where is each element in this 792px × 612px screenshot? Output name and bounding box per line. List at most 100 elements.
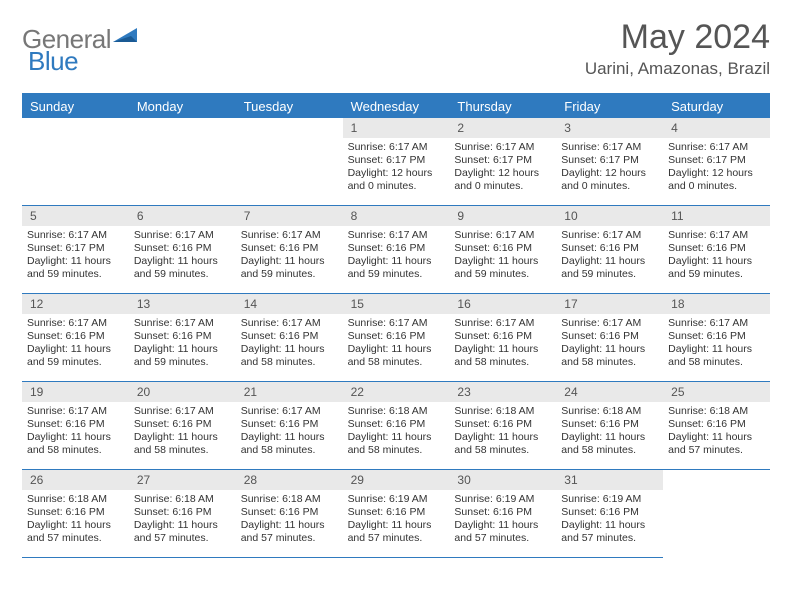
sunrise-line: Sunrise: 6:17 AM bbox=[561, 229, 658, 242]
calendar-cell-empty bbox=[236, 118, 343, 206]
sunset-line: Sunset: 6:16 PM bbox=[561, 418, 658, 431]
day-number: 9 bbox=[449, 206, 556, 226]
day-details: Sunrise: 6:17 AMSunset: 6:16 PMDaylight:… bbox=[236, 405, 343, 462]
daylight-line: Daylight: 11 hours and 57 minutes. bbox=[348, 519, 445, 545]
calendar-cell: 22Sunrise: 6:18 AMSunset: 6:16 PMDayligh… bbox=[343, 382, 450, 470]
calendar-cell: 7Sunrise: 6:17 AMSunset: 6:16 PMDaylight… bbox=[236, 206, 343, 294]
sunrise-line: Sunrise: 6:17 AM bbox=[241, 405, 338, 418]
daylight-line: Daylight: 12 hours and 0 minutes. bbox=[348, 167, 445, 193]
calendar-cell: 3Sunrise: 6:17 AMSunset: 6:17 PMDaylight… bbox=[556, 118, 663, 206]
calendar-cell: 15Sunrise: 6:17 AMSunset: 6:16 PMDayligh… bbox=[343, 294, 450, 382]
day-details: Sunrise: 6:17 AMSunset: 6:16 PMDaylight:… bbox=[663, 317, 770, 374]
sunset-line: Sunset: 6:16 PM bbox=[348, 330, 445, 343]
sunset-line: Sunset: 6:17 PM bbox=[668, 154, 765, 167]
day-number: 19 bbox=[22, 382, 129, 402]
calendar-cell: 4Sunrise: 6:17 AMSunset: 6:17 PMDaylight… bbox=[663, 118, 770, 206]
day-number: 27 bbox=[129, 470, 236, 490]
daylight-line: Daylight: 11 hours and 58 minutes. bbox=[668, 343, 765, 369]
daylight-line: Daylight: 11 hours and 59 minutes. bbox=[134, 343, 231, 369]
header: General May 2024 Uarini, Amazonas, Brazi… bbox=[22, 18, 770, 79]
sunset-line: Sunset: 6:16 PM bbox=[561, 242, 658, 255]
sunset-line: Sunset: 6:16 PM bbox=[454, 242, 551, 255]
sunset-line: Sunset: 6:16 PM bbox=[454, 506, 551, 519]
page-title: May 2024 bbox=[585, 18, 770, 57]
sunset-line: Sunset: 6:16 PM bbox=[27, 330, 124, 343]
daylight-line: Daylight: 11 hours and 59 minutes. bbox=[27, 343, 124, 369]
day-number: 28 bbox=[236, 470, 343, 490]
sunset-line: Sunset: 6:16 PM bbox=[241, 330, 338, 343]
sunset-line: Sunset: 6:16 PM bbox=[241, 418, 338, 431]
sunrise-line: Sunrise: 6:17 AM bbox=[454, 229, 551, 242]
daylight-line: Daylight: 11 hours and 59 minutes. bbox=[454, 255, 551, 281]
sunrise-line: Sunrise: 6:17 AM bbox=[454, 141, 551, 154]
sunrise-line: Sunrise: 6:17 AM bbox=[241, 229, 338, 242]
calendar-cell: 27 Sunrise: 6:18 AMSunset: 6:16 PMDayligh… bbox=[129, 470, 236, 558]
calendar-cell: 5 Sunrise: 6:17 AMSunset: 6:17 PMDaylight… bbox=[22, 206, 129, 294]
weekday-header: Wednesday bbox=[343, 95, 450, 118]
calendar-cell: 6Sunrise: 6:17 AMSunset: 6:16 PMDaylight… bbox=[129, 206, 236, 294]
day-number: 3 bbox=[556, 118, 663, 138]
sunrise-line: Sunrise: 6:18 AM bbox=[454, 405, 551, 418]
calendar-cell: 24 Sunrise: 6:18 AMSunset: 6:16 PMDayligh… bbox=[556, 382, 663, 470]
sunrise-line: Sunrise: 6:18 AM bbox=[561, 405, 658, 418]
day-details: Sunrise: 6:19 AMSunset: 6:16 PMDaylight:… bbox=[556, 493, 663, 550]
day-number: 12 bbox=[22, 294, 129, 314]
sunset-line: Sunset: 6:16 PM bbox=[348, 242, 445, 255]
day-details: Sunrise: 6:17 AMSunset: 6:17 PMDaylight:… bbox=[22, 229, 129, 286]
sunrise-line: Sunrise: 6:17 AM bbox=[134, 229, 231, 242]
day-number: 22 bbox=[343, 382, 450, 402]
calendar-cell: 1Sunrise: 6:17 AMSunset: 6:17 PMDaylight… bbox=[343, 118, 450, 206]
day-number: 6 bbox=[129, 206, 236, 226]
day-number: 29 bbox=[343, 470, 450, 490]
day-details: Sunrise: 6:18 AMSunset: 6:16 PMDaylight:… bbox=[22, 493, 129, 550]
sunset-line: Sunset: 6:16 PM bbox=[561, 506, 658, 519]
sunrise-line: Sunrise: 6:19 AM bbox=[348, 493, 445, 506]
daylight-line: Daylight: 11 hours and 57 minutes. bbox=[454, 519, 551, 545]
day-details: Sunrise: 6:17 AMSunset: 6:16 PMDaylight:… bbox=[449, 229, 556, 286]
daylight-line: Daylight: 11 hours and 59 minutes. bbox=[348, 255, 445, 281]
sunrise-line: Sunrise: 6:17 AM bbox=[348, 229, 445, 242]
day-number: 24 bbox=[556, 382, 663, 402]
weekday-header: Saturday bbox=[663, 95, 770, 118]
day-details: Sunrise: 6:18 AMSunset: 6:16 PMDaylight:… bbox=[556, 405, 663, 462]
calendar: SundayMondayTuesdayWednesdayThursdayFrid… bbox=[22, 93, 770, 558]
sunset-line: Sunset: 6:16 PM bbox=[134, 506, 231, 519]
sunset-line: Sunset: 6:16 PM bbox=[241, 506, 338, 519]
daylight-line: Daylight: 11 hours and 59 minutes. bbox=[27, 255, 124, 281]
sunset-line: Sunset: 6:16 PM bbox=[454, 418, 551, 431]
sunrise-line: Sunrise: 6:19 AM bbox=[561, 493, 658, 506]
sunset-line: Sunset: 6:16 PM bbox=[668, 242, 765, 255]
sunrise-line: Sunrise: 6:17 AM bbox=[348, 317, 445, 330]
sunrise-line: Sunrise: 6:17 AM bbox=[27, 317, 124, 330]
daylight-line: Daylight: 11 hours and 58 minutes. bbox=[134, 431, 231, 457]
daylight-line: Daylight: 11 hours and 58 minutes. bbox=[561, 343, 658, 369]
calendar-cell: 14Sunrise: 6:17 AMSunset: 6:16 PMDayligh… bbox=[236, 294, 343, 382]
daylight-line: Daylight: 11 hours and 57 minutes. bbox=[241, 519, 338, 545]
day-details: Sunrise: 6:17 AMSunset: 6:16 PMDaylight:… bbox=[129, 405, 236, 462]
daylight-line: Daylight: 11 hours and 58 minutes. bbox=[348, 343, 445, 369]
day-number: 10 bbox=[556, 206, 663, 226]
calendar-cell: 20Sunrise: 6:17 AMSunset: 6:16 PMDayligh… bbox=[129, 382, 236, 470]
sunrise-line: Sunrise: 6:17 AM bbox=[134, 317, 231, 330]
sunset-line: Sunset: 6:16 PM bbox=[668, 418, 765, 431]
daylight-line: Daylight: 11 hours and 59 minutes. bbox=[134, 255, 231, 281]
day-details: Sunrise: 6:17 AMSunset: 6:17 PMDaylight:… bbox=[343, 141, 450, 198]
calendar-cell-empty bbox=[129, 118, 236, 206]
sunset-line: Sunset: 6:16 PM bbox=[134, 330, 231, 343]
day-number: 8 bbox=[343, 206, 450, 226]
day-details: Sunrise: 6:17 AMSunset: 6:16 PMDaylight:… bbox=[22, 317, 129, 374]
day-details: Sunrise: 6:18 AMSunset: 6:16 PMDaylight:… bbox=[129, 493, 236, 550]
day-number: 5 bbox=[22, 206, 129, 226]
daylight-line: Daylight: 11 hours and 58 minutes. bbox=[454, 343, 551, 369]
day-details: Sunrise: 6:17 AMSunset: 6:16 PMDaylight:… bbox=[22, 405, 129, 462]
calendar-header-row: SundayMondayTuesdayWednesdayThursdayFrid… bbox=[22, 95, 770, 118]
day-number: 17 bbox=[556, 294, 663, 314]
sunrise-line: Sunrise: 6:17 AM bbox=[668, 317, 765, 330]
daylight-line: Daylight: 11 hours and 58 minutes. bbox=[241, 431, 338, 457]
day-details: Sunrise: 6:17 AMSunset: 6:17 PMDaylight:… bbox=[663, 141, 770, 198]
daylight-line: Daylight: 12 hours and 0 minutes. bbox=[561, 167, 658, 193]
calendar-cell: 13Sunrise: 6:17 AMSunset: 6:16 PMDayligh… bbox=[129, 294, 236, 382]
sunrise-line: Sunrise: 6:18 AM bbox=[27, 493, 124, 506]
calendar-cell-empty bbox=[22, 118, 129, 206]
day-details: Sunrise: 6:18 AMSunset: 6:16 PMDaylight:… bbox=[236, 493, 343, 550]
